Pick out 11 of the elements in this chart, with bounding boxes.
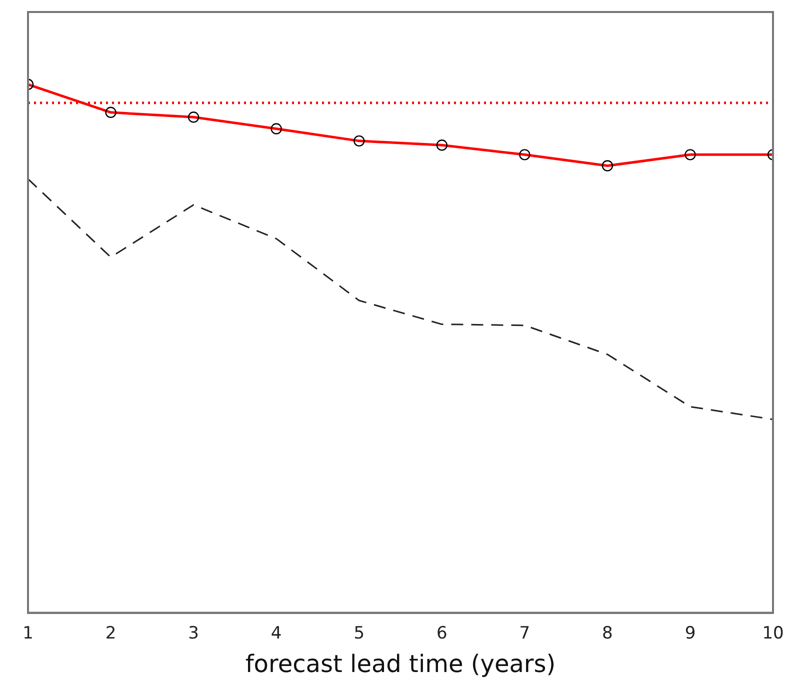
x-axis-title: forecast lead time (years): [245, 650, 556, 678]
x-tick-label: 4: [270, 623, 282, 644]
x-tick-label: 10: [762, 623, 784, 644]
x-tick-label: 9: [684, 623, 696, 644]
x-tick-label: 3: [188, 623, 199, 644]
x-tick-label: 5: [354, 623, 365, 644]
x-tick-label: 7: [519, 623, 530, 644]
x-tick-label: 2: [105, 623, 116, 644]
x-tick-label: 8: [602, 623, 613, 644]
x-tick-label: 6: [436, 623, 448, 644]
x-tick-label: 1: [22, 623, 34, 644]
